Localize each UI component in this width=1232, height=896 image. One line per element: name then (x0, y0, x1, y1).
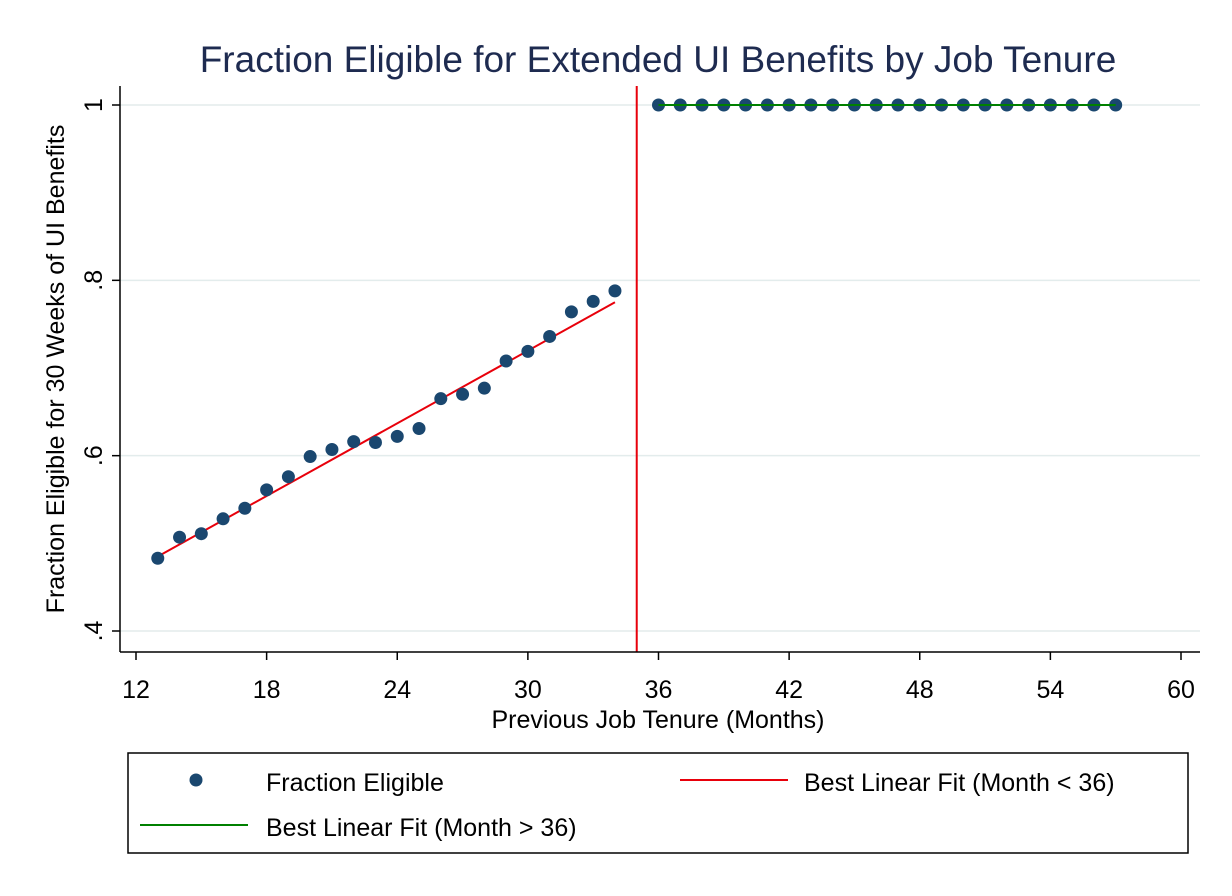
data-point (238, 501, 252, 515)
data-point (216, 512, 230, 526)
x-tick-label: 24 (383, 676, 411, 704)
data-point (499, 354, 513, 368)
x-tick-label: 30 (514, 676, 542, 704)
data-point (194, 527, 208, 541)
chart-title: Fraction Eligible for Extended UI Benefi… (200, 39, 1117, 80)
x-tick-label: 60 (1167, 676, 1195, 704)
y-axis-label: Fraction Eligible for 30 Weeks of UI Ben… (42, 125, 70, 614)
x-tick-label: 12 (122, 676, 150, 704)
data-point (325, 443, 339, 457)
x-tick-label: 48 (906, 676, 934, 704)
y-tick-label: .8 (80, 270, 108, 291)
data-point (412, 421, 426, 435)
x-ticks: 12 18 24 30 36 42 48 54 60 (122, 652, 1195, 704)
x-tick-label: 54 (1036, 676, 1064, 704)
y-ticks: .4 .6 .8 1 (80, 98, 120, 641)
data-point (456, 387, 470, 401)
data-point (347, 435, 361, 449)
y-tick-label: .6 (80, 445, 108, 466)
data-point (608, 284, 622, 298)
data-point (281, 470, 295, 484)
y-tick-label: .4 (80, 620, 108, 641)
legend-marker-fraction-eligible (189, 773, 203, 787)
data-point (368, 436, 382, 450)
legend-label-fit-above-36: Best Linear Fit (Month > 36) (266, 814, 577, 842)
data-point (477, 381, 491, 395)
grid-lines (120, 104, 1200, 632)
fit-line-series-1 (157, 301, 616, 558)
data-point (586, 294, 600, 308)
data-point (521, 344, 535, 358)
data-point (260, 483, 274, 497)
data-point (434, 392, 448, 406)
x-tick-label: 36 (645, 676, 673, 704)
y-tick-label: 1 (80, 98, 108, 112)
legend-label-fraction-eligible: Fraction Eligible (266, 769, 444, 797)
x-tick-label: 18 (253, 676, 281, 704)
data-point (151, 551, 165, 565)
legend: Fraction Eligible Best Linear Fit (Month… (127, 752, 1189, 854)
data-point (173, 530, 187, 544)
data-point (390, 429, 404, 443)
x-axis-label: Previous Job Tenure (Months) (491, 706, 824, 734)
x-tick-label: 42 (775, 676, 803, 704)
legend-label-fit-below-36: Best Linear Fit (Month < 36) (804, 769, 1115, 797)
data-point (303, 450, 317, 464)
data-point (564, 305, 578, 319)
legend-box (127, 752, 1189, 854)
data-point (543, 329, 557, 343)
data-points (151, 98, 1123, 565)
